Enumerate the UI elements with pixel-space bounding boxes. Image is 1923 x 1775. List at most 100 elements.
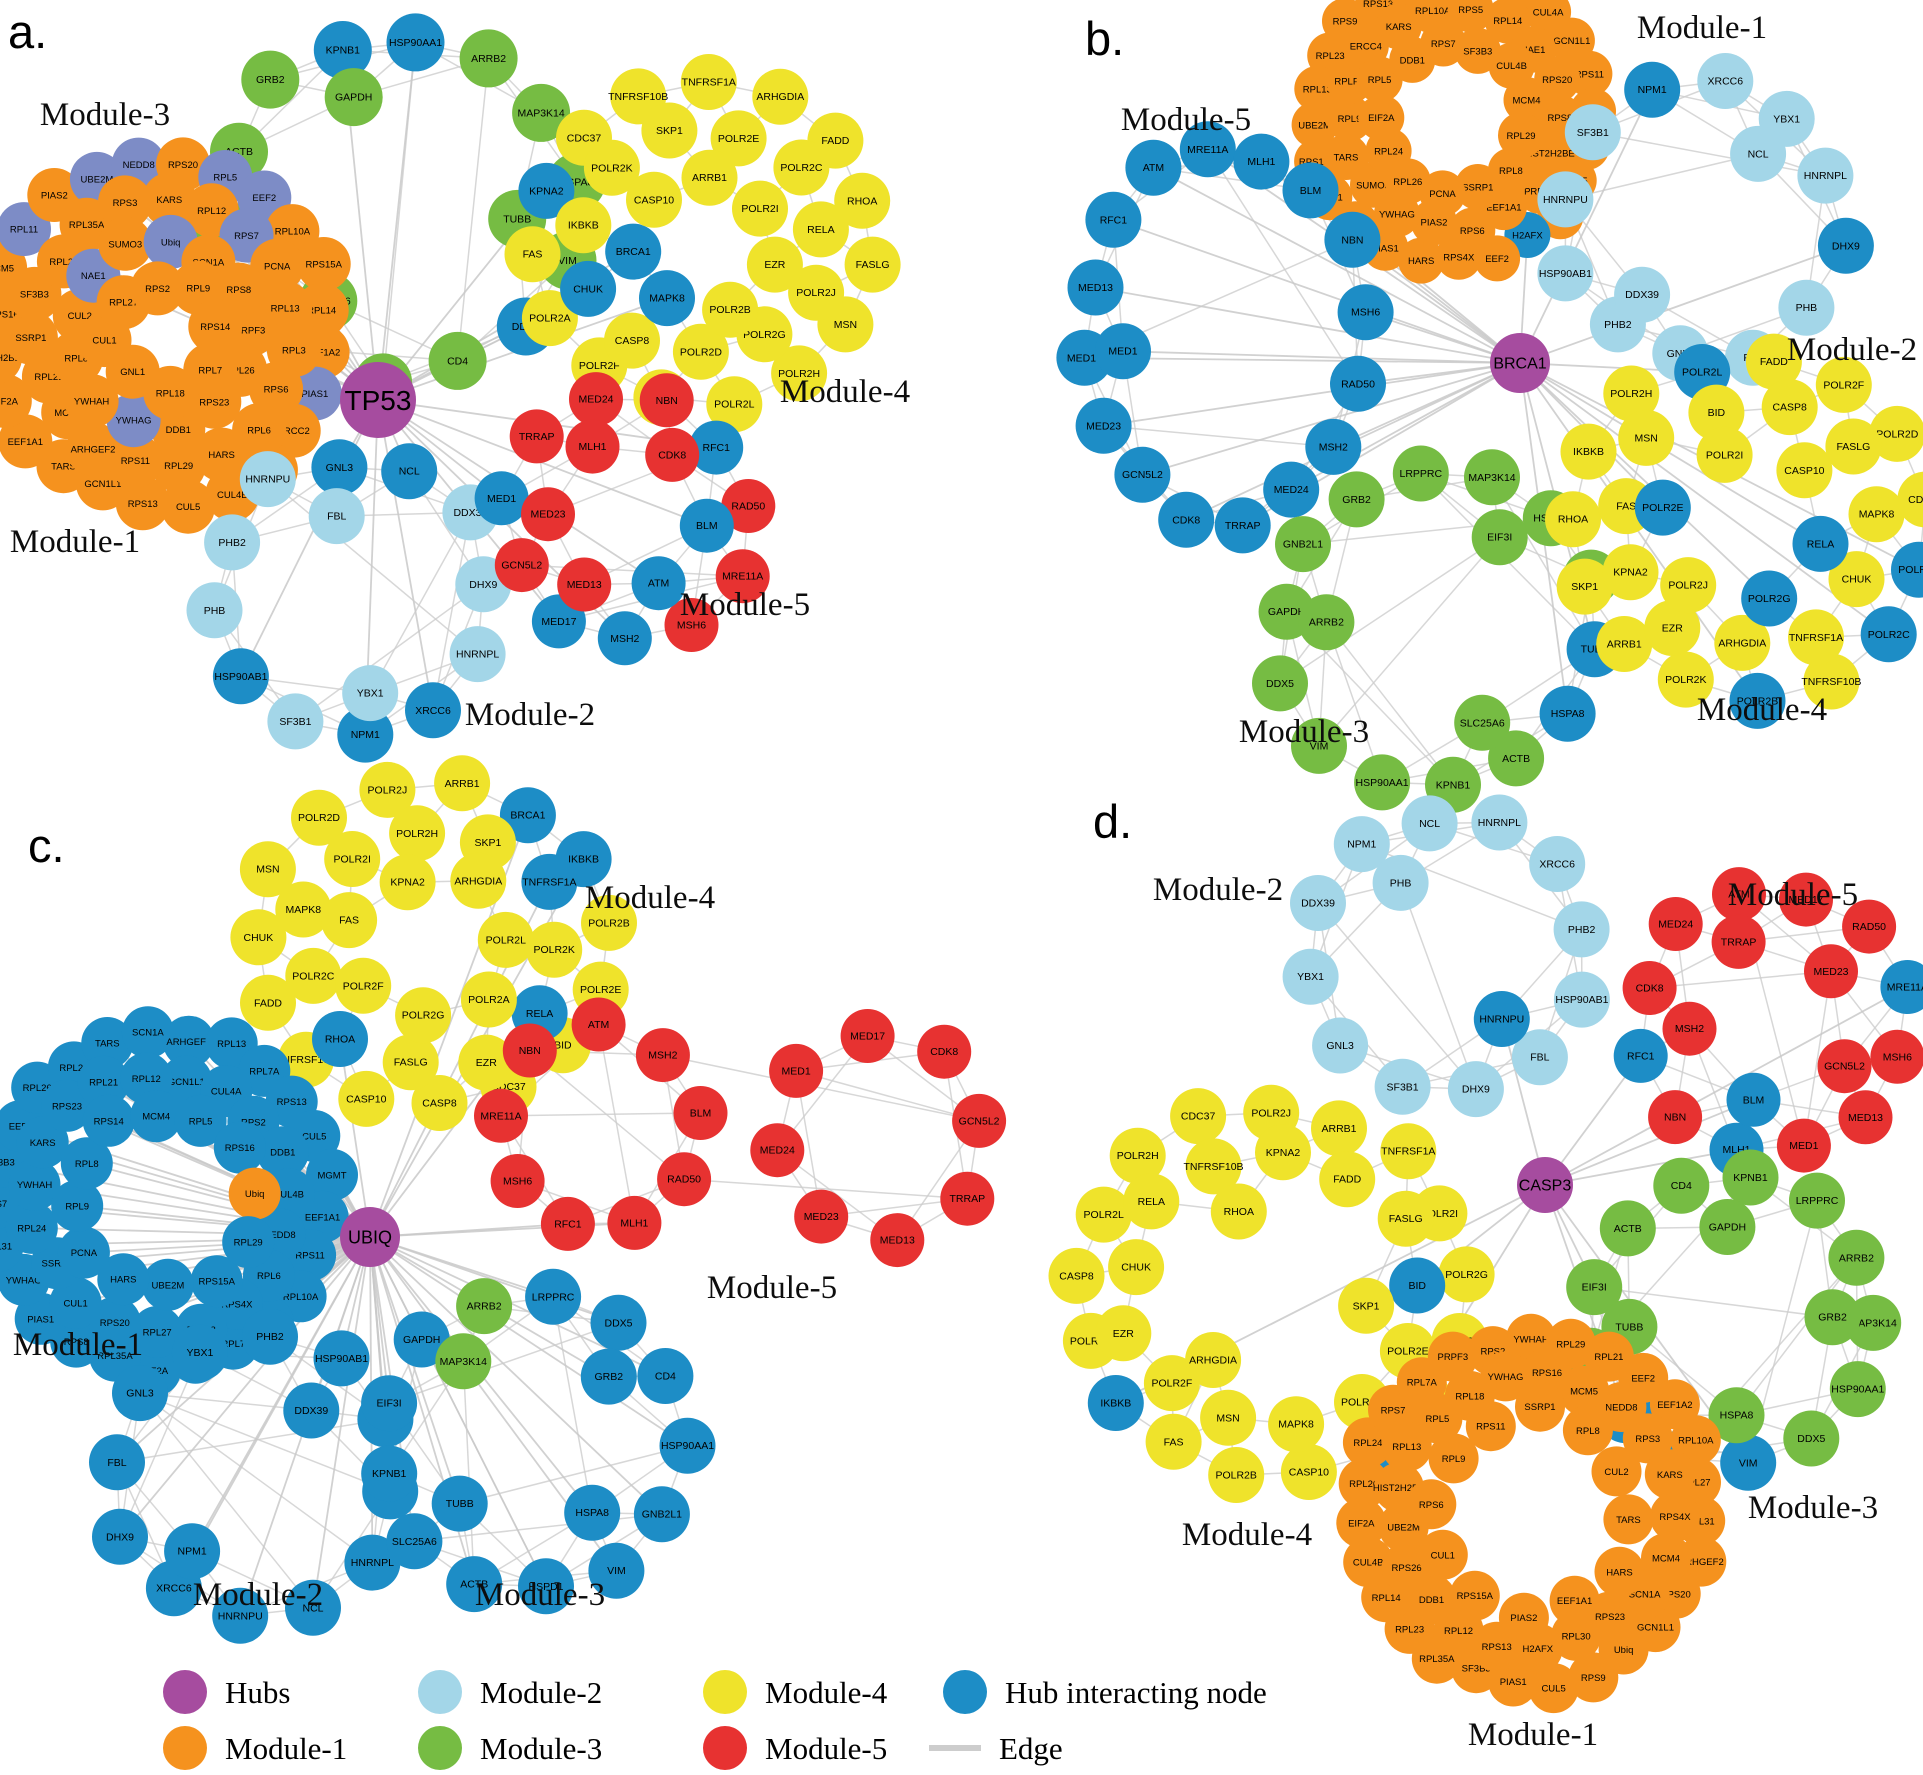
- svg-text:KPNB1: KPNB1: [1436, 779, 1471, 791]
- node-MED24: MED24: [1648, 897, 1703, 951]
- svg-text:CASP10: CASP10: [634, 194, 674, 206]
- svg-text:GCN1L1: GCN1L1: [1637, 1623, 1674, 1634]
- node-VIM: VIM: [1720, 1434, 1777, 1491]
- node-NPM1: NPM1: [1624, 61, 1681, 118]
- svg-text:MSH2: MSH2: [1675, 1023, 1704, 1035]
- svg-text:PHB2: PHB2: [218, 537, 246, 549]
- svg-text:SKP1: SKP1: [1353, 1300, 1380, 1312]
- svg-text:POLR2A: POLR2A: [1898, 564, 1923, 576]
- svg-text:PIAS1: PIAS1: [301, 389, 328, 400]
- svg-text:Ubiq: Ubiq: [1614, 1645, 1634, 1656]
- svg-text:RPS26: RPS26: [1392, 1563, 1422, 1574]
- svg-text:FAS: FAS: [1616, 501, 1636, 513]
- node-POLR2H: POLR2H: [389, 805, 446, 862]
- svg-text:RPS11: RPS11: [1476, 1422, 1505, 1433]
- module-label: Module-3: [475, 1577, 605, 1613]
- node-MAP3K14: MAP3K14: [435, 1333, 492, 1390]
- node-PCNA: PCNA: [57, 1226, 110, 1279]
- node-TUBB: TUBB: [431, 1475, 488, 1532]
- node-HARS: HARS: [1594, 1546, 1645, 1597]
- svg-text:HSPD1: HSPD1: [528, 1581, 563, 1593]
- svg-text:TRRAP: TRRAP: [1721, 936, 1757, 948]
- svg-text:RPL6: RPL6: [247, 426, 271, 437]
- node-DHX9: DHX9: [92, 1508, 148, 1565]
- svg-text:UBE2M: UBE2M: [1387, 1523, 1420, 1534]
- svg-text:RPL5: RPL5: [213, 173, 237, 184]
- node-ARRB2: ARRB2: [459, 29, 518, 88]
- svg-text:GCN1L1: GCN1L1: [1553, 36, 1590, 47]
- svg-text:MLH1: MLH1: [620, 1217, 648, 1229]
- node-CUL5: CUL5: [161, 479, 216, 534]
- svg-text:SCN1A: SCN1A: [1629, 1590, 1661, 1601]
- svg-text:Module-5: Module-5: [765, 1731, 887, 1766]
- node-POLR2D: POLR2D: [672, 323, 729, 380]
- svg-text:RPL24: RPL24: [17, 1223, 46, 1234]
- svg-text:MAP3K14: MAP3K14: [1468, 472, 1515, 484]
- svg-text:CASP8: CASP8: [1059, 1270, 1094, 1282]
- node-POLR2K: POLR2K: [526, 921, 583, 978]
- svg-text:HNRNPL: HNRNPL: [456, 649, 499, 661]
- svg-text:ARRB1: ARRB1: [692, 172, 727, 184]
- svg-text:RPL9: RPL9: [186, 283, 210, 294]
- svg-text:MED24: MED24: [760, 1145, 795, 1157]
- node-SKP1: SKP1: [1338, 1277, 1395, 1334]
- node-RPS6: RPS6: [1406, 1479, 1457, 1530]
- svg-text:CUL5: CUL5: [176, 502, 200, 513]
- node-CHUK: CHUK: [1828, 551, 1885, 608]
- svg-text:CASP3: CASP3: [1519, 1178, 1572, 1195]
- svg-text:LRPPRC: LRPPRC: [532, 1291, 575, 1303]
- svg-text:KPNB1: KPNB1: [372, 1468, 407, 1480]
- svg-text:PIAS1: PIAS1: [1500, 1677, 1527, 1688]
- node-GNL3: GNL3: [1312, 1017, 1369, 1074]
- svg-text:RPL21: RPL21: [1594, 1352, 1623, 1363]
- svg-text:NPM1: NPM1: [1347, 839, 1376, 851]
- svg-text:SF3B3: SF3B3: [20, 289, 49, 300]
- svg-text:RHOA: RHOA: [847, 195, 877, 207]
- svg-text:POLR2J: POLR2J: [796, 287, 836, 299]
- svg-text:MSN: MSN: [834, 319, 857, 331]
- legend-swatch: [163, 1726, 207, 1770]
- svg-text:POLR2G: POLR2G: [402, 1010, 445, 1022]
- svg-text:NPM1: NPM1: [1638, 84, 1667, 96]
- svg-text:HIST2H2BE: HIST2H2BE: [0, 353, 21, 364]
- node-HSP90AB1: HSP90AB1: [313, 1330, 370, 1387]
- svg-text:VIM: VIM: [1310, 740, 1329, 752]
- svg-text:MED1: MED1: [782, 1065, 811, 1077]
- svg-text:YWHAG: YWHAG: [6, 1275, 42, 1286]
- svg-text:ARRB1: ARRB1: [1607, 639, 1642, 651]
- svg-text:ATM: ATM: [588, 1019, 609, 1031]
- node-FAS: FAS: [321, 892, 378, 949]
- node-SLC25A6: SLC25A6: [1454, 694, 1511, 751]
- svg-text:POLR2L: POLR2L: [1084, 1209, 1124, 1221]
- svg-text:RPL31: RPL31: [0, 1241, 12, 1252]
- svg-text:YWHAG: YWHAG: [1488, 1372, 1524, 1383]
- svg-text:BID: BID: [554, 1040, 572, 1052]
- legend-item-hubs: Hubs: [163, 1670, 290, 1714]
- node-EEF1A1: EEF1A1: [1549, 1575, 1600, 1626]
- svg-text:RPL13: RPL13: [271, 304, 300, 315]
- svg-text:NAE1: NAE1: [1521, 45, 1546, 56]
- node-GCN5L2: GCN5L2: [1817, 1039, 1872, 1094]
- hub-node-BRCA1: BRCA1: [1490, 333, 1550, 393]
- svg-text:SF3B3: SF3B3: [0, 1158, 15, 1169]
- svg-text:MRE11A: MRE11A: [1887, 982, 1923, 994]
- svg-text:EEF2: EEF2: [1631, 1373, 1655, 1384]
- node-CASP8: CASP8: [1048, 1247, 1105, 1304]
- node-POLR2F: POLR2F: [1815, 356, 1872, 413]
- node-EIF2A: EIF2A: [1358, 94, 1405, 141]
- svg-text:SCN1A: SCN1A: [193, 257, 225, 268]
- panel-letter: b.: [1085, 12, 1124, 65]
- node-SKP1: SKP1: [1556, 558, 1613, 615]
- svg-text:POLR2B: POLR2B: [709, 304, 750, 316]
- svg-text:DDB1: DDB1: [1419, 1595, 1444, 1606]
- svg-text:MSH6: MSH6: [503, 1176, 532, 1188]
- node-RPS14: RPS14: [82, 1094, 135, 1147]
- svg-text:MLH1: MLH1: [1247, 156, 1275, 168]
- svg-text:RPL5: RPL5: [1368, 75, 1392, 86]
- svg-text:MSN: MSN: [256, 864, 279, 876]
- svg-text:ARRB1: ARRB1: [1321, 1123, 1356, 1135]
- svg-text:POLR2H: POLR2H: [1610, 388, 1652, 400]
- svg-text:EIF2A: EIF2A: [1368, 113, 1395, 124]
- node-CUL1: CUL1: [49, 1277, 102, 1329]
- node-SSRP1: SSRP1: [1454, 164, 1501, 210]
